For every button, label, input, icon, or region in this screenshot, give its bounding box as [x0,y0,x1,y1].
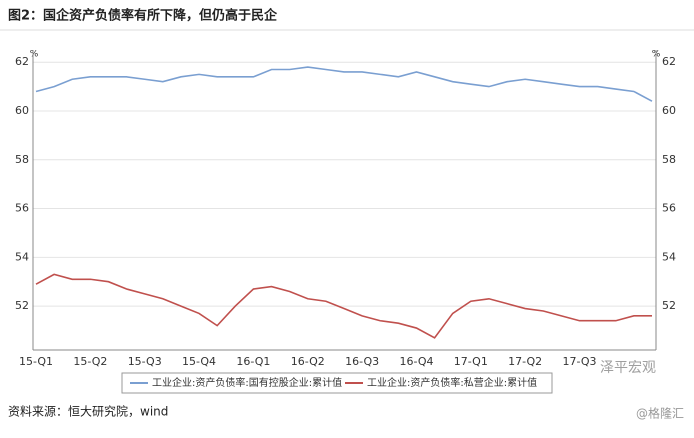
legend-box [121,372,553,394]
x-tick-label: 16-Q1 [236,355,270,368]
x-tick-label: 15-Q3 [128,355,162,368]
y2-tick-label: 62 [662,55,676,68]
y-tick-label: 54 [15,250,29,263]
legend-label: 工业企业:资产负债率:国有控股企业:累计值 [152,376,342,389]
series-line [35,66,653,102]
y2-tick-label: 60 [662,104,676,117]
y-unit: % [30,50,39,60]
y2-tick-label: 58 [662,153,676,166]
x-tick-label: 17-Q1 [454,355,488,368]
y-tick-label: 58 [15,153,29,166]
y-tick-label: 62 [15,55,29,68]
x-tick-label: 16-Q3 [345,355,379,368]
watermark: 泽平宏观 [600,360,656,376]
series-line [35,273,652,339]
y2-tick-label: 54 [662,250,676,263]
x-tick-label: 15-Q2 [73,355,107,368]
x-tick-label: 17-Q2 [508,355,542,368]
legend-label: 工业企业:资产负债率:私营企业:累计值 [367,376,537,389]
y2-tick-label: 56 [662,202,676,215]
x-tick-label: 16-Q4 [399,355,433,368]
y2-tick-label: 52 [662,299,676,312]
x-tick-label: 17-Q3 [563,355,597,368]
y-tick-label: 60 [15,104,29,117]
x-tick-label: 16-Q2 [291,355,325,368]
x-tick-label: 15-Q1 [19,355,53,368]
y-tick-label: 56 [15,202,29,215]
x-tick-label: 15-Q4 [182,355,216,368]
y-tick-label: 52 [15,299,29,312]
source: 资料来源：恒大研究院，wind [8,404,168,419]
watermark: @格隆汇 [636,406,684,421]
chart-title: 图2：国企资产负债率有所下降，但仍高于民企 [8,8,278,24]
